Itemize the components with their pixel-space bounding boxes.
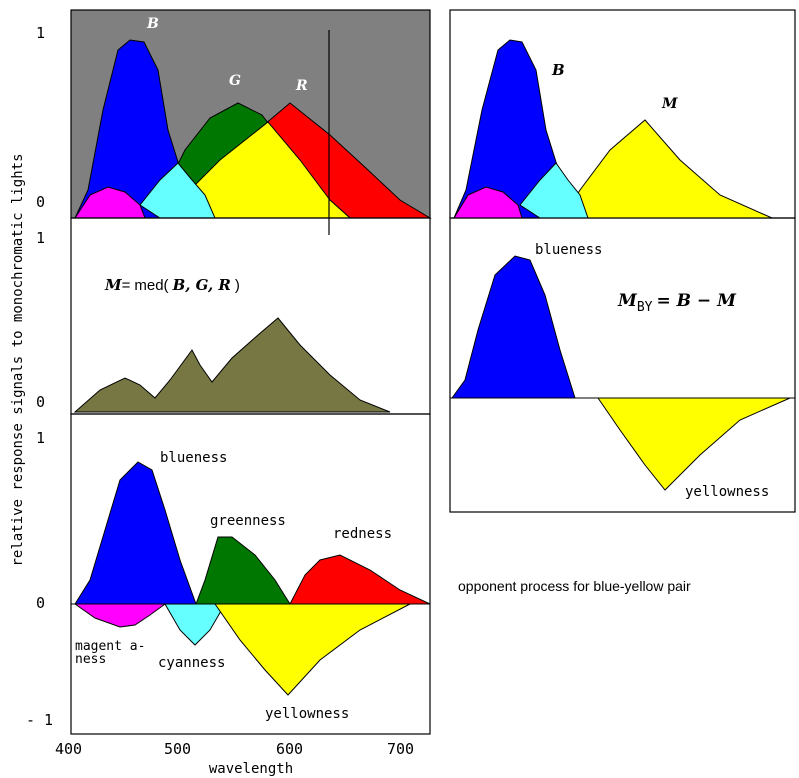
curve-blueness — [74, 461, 197, 605]
label-blueness: blueness — [160, 450, 227, 466]
curve-redness — [289, 554, 431, 605]
caption: opponent process for blue-yellow pair — [458, 578, 691, 594]
y-axis-label: relative response signals to monochromat… — [10, 153, 26, 566]
formula-median: M= med(B, G, R) — [104, 276, 240, 294]
label-magentaness-1: magent a- — [75, 639, 145, 654]
curve-yellowness — [597, 397, 791, 491]
label-yellowness: yellowness — [265, 706, 349, 722]
curve-blueness — [451, 255, 576, 399]
curve-cyanness — [164, 603, 226, 646]
formula-sub: BY — [637, 300, 653, 315]
formula-args: B, G, R — [172, 276, 231, 294]
panel-cone-responses: B G R — [70, 9, 432, 235]
tick-bot-neg1: - 1 — [26, 711, 53, 729]
curve-m — [561, 119, 773, 219]
formula-mby: MBY = B − M — [617, 291, 737, 315]
formula-rhs: = B − M — [656, 291, 737, 311]
tick-mid-0: 0 — [36, 393, 45, 411]
panel-b-and-m: B M — [449, 9, 796, 219]
label-yellowness: yellowness — [685, 484, 769, 500]
curve-greenness — [195, 536, 291, 605]
formula-eq: = — [122, 277, 131, 294]
formula-fn: med( — [134, 277, 168, 294]
label-m: M — [661, 96, 678, 112]
tick-mid-1: 1 — [36, 229, 45, 247]
formula-lhs: M — [104, 276, 122, 294]
tick-x-500: 500 — [164, 740, 191, 758]
tick-x-600: 600 — [276, 740, 303, 758]
label-redness: redness — [333, 526, 392, 542]
x-ticks: 400 500 600 700 — [55, 740, 414, 758]
label-b: B — [551, 61, 565, 79]
tick-bot-0: 0 — [36, 594, 45, 612]
formula-close: ) — [235, 277, 240, 294]
tick-bot-1: 1 — [36, 429, 45, 447]
tick-top-0: 0 — [36, 193, 45, 211]
y-ticks: 1 0 1 0 1 0 - 1 — [26, 24, 53, 729]
tick-x-400: 400 — [55, 740, 82, 758]
curve-yellowness — [214, 603, 411, 696]
tick-x-700: 700 — [387, 740, 414, 758]
label-cyanness: cyanness — [158, 655, 225, 671]
panel-blue-yellow-opponent: blueness yellowness MBY = B − M — [449, 217, 796, 513]
label-r: R — [295, 78, 308, 94]
panel-frame — [449, 217, 796, 513]
label-magentaness-2: ness — [75, 652, 106, 667]
panel-frame — [70, 413, 431, 735]
label-g: G — [229, 73, 241, 89]
label-blueness: blueness — [535, 242, 602, 258]
tick-top-1: 1 — [36, 24, 45, 42]
x-axis-label: wavelength — [209, 761, 293, 777]
panel-opponent-signals: blueness greenness redness magent a- nes… — [70, 413, 431, 735]
curve-magentaness — [73, 603, 167, 628]
panel-median: M= med(B, G, R) — [70, 217, 431, 415]
curve-median — [73, 317, 391, 413]
label-greenness: greenness — [210, 513, 286, 529]
formula-lhs: M — [617, 291, 638, 311]
label-b: B — [146, 16, 159, 32]
